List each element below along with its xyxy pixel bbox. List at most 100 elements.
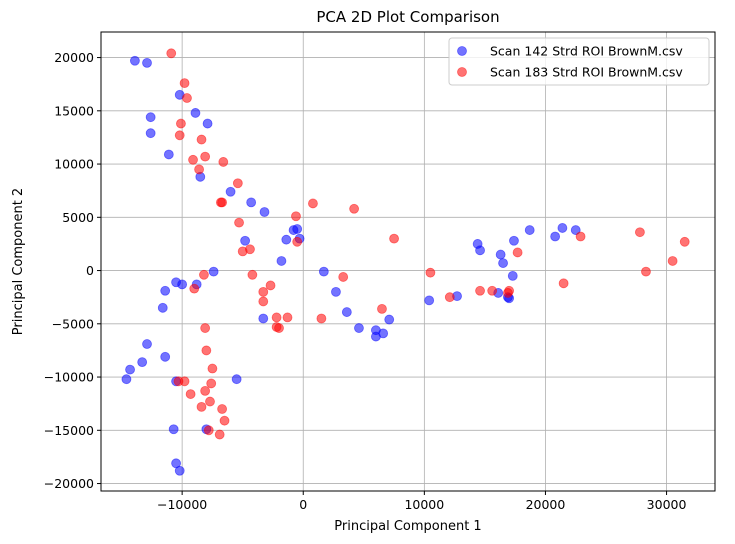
data-point	[258, 286, 269, 297]
data-point	[354, 323, 364, 333]
data-point	[142, 339, 152, 349]
y-tick-label: −5000	[52, 316, 94, 331]
data-point	[200, 151, 211, 162]
data-point	[173, 376, 184, 387]
data-point	[259, 207, 270, 217]
data-point	[145, 128, 156, 139]
data-point	[214, 429, 225, 440]
data-point	[145, 112, 156, 123]
data-point	[218, 157, 229, 167]
data-point	[384, 314, 395, 325]
data-point	[179, 78, 190, 89]
legend-label-scan-183: Scan 183 Strd ROI BrownM.csv	[490, 65, 683, 80]
y-tick-label: 15000	[54, 103, 94, 118]
data-point	[512, 247, 523, 258]
y-tick-label: 10000	[54, 157, 94, 172]
data-point	[225, 186, 236, 197]
legend-marker-scan-183	[457, 67, 467, 77]
data-point	[205, 396, 215, 407]
legend-box	[448, 37, 710, 86]
legend: Scan 142 Strd ROI BrownM.csv Scan 183 St…	[448, 37, 710, 86]
data-point	[524, 225, 535, 235]
data-point	[258, 296, 269, 307]
data-point	[219, 415, 230, 426]
data-point	[291, 211, 301, 222]
legend-marker-scan-142	[457, 46, 467, 56]
y-tick-label: 5000	[62, 210, 94, 225]
data-point	[475, 285, 485, 296]
data-point	[189, 283, 200, 294]
data-point	[487, 285, 498, 296]
data-point	[190, 108, 201, 118]
chart-title: PCA 2D Plot Comparison	[316, 8, 499, 26]
data-point	[207, 363, 218, 374]
data-point	[217, 404, 228, 414]
data-point	[282, 312, 293, 323]
data-point	[206, 378, 217, 389]
data-point	[575, 231, 586, 242]
data-point	[570, 225, 581, 235]
data-point	[378, 328, 389, 339]
y-tick-label: 0	[86, 263, 94, 278]
data-point	[199, 269, 209, 280]
data-point	[292, 236, 303, 247]
plot-frame	[100, 31, 716, 492]
x-tick-label: 30000	[647, 497, 687, 512]
data-point	[200, 385, 211, 396]
grid	[101, 32, 715, 491]
data-point	[171, 458, 181, 469]
data-point	[424, 295, 435, 306]
data-point	[160, 285, 171, 296]
data-point	[258, 313, 269, 324]
data-point	[215, 197, 226, 208]
data-point	[498, 258, 508, 268]
data-point	[331, 286, 341, 297]
data-point	[316, 313, 327, 324]
data-point	[550, 231, 561, 242]
data-point	[232, 178, 243, 189]
data-point	[281, 234, 292, 245]
data-point	[271, 312, 282, 323]
y-tick-label: −15000	[44, 423, 94, 438]
data-point	[200, 323, 211, 333]
data-point	[509, 235, 519, 246]
data-point	[137, 357, 148, 368]
data-point	[174, 465, 185, 476]
data-point	[177, 279, 188, 290]
data-point	[208, 266, 219, 277]
data-point	[635, 227, 645, 238]
y-tick-label: −20000	[44, 476, 94, 491]
data-point	[425, 267, 436, 278]
x-tick-label: 10000	[404, 497, 444, 512]
data-point	[203, 425, 214, 436]
data-point	[163, 149, 174, 160]
data-point	[188, 154, 198, 165]
data-point	[504, 285, 515, 296]
data-point	[308, 198, 318, 209]
series-points	[121, 48, 690, 476]
data-point	[142, 57, 152, 68]
ticks: −10000 0 10000 20000 30000 −20000 −15000 −10000…	[44, 50, 687, 512]
x-tick-label: −10000	[157, 497, 207, 512]
data-point	[174, 130, 185, 141]
x-tick-label: 20000	[526, 497, 566, 512]
data-point	[341, 307, 352, 317]
y-axis-label: Principal Component 2	[11, 188, 26, 335]
data-point	[495, 249, 506, 260]
y-tick-label: −10000	[44, 370, 94, 385]
data-point	[245, 244, 255, 255]
data-point	[349, 203, 360, 214]
data-point	[271, 322, 282, 332]
data-point	[475, 245, 485, 256]
data-point	[121, 374, 132, 385]
data-point	[667, 256, 678, 266]
data-point	[176, 118, 186, 129]
data-point	[125, 364, 135, 375]
data-point	[318, 266, 329, 277]
data-point	[160, 351, 171, 362]
data-point	[265, 280, 276, 291]
data-point	[157, 302, 168, 313]
legend-label-scan-142: Scan 142 Strd ROI BrownM.csv	[490, 44, 683, 59]
data-point	[231, 374, 242, 385]
